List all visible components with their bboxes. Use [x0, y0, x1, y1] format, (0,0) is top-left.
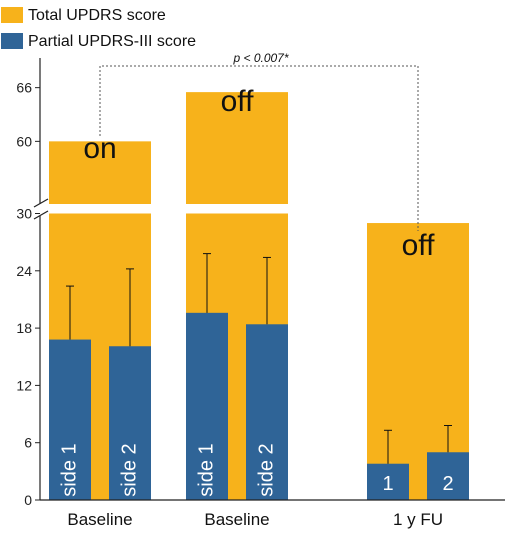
y-tick-label: 6 [24, 435, 32, 451]
total-bar-upper [186, 92, 288, 204]
partial-bar-label: side 1 [195, 443, 217, 496]
bar-group-2: off side 1 side 2 Baseline [186, 85, 288, 529]
partial-bar [109, 346, 151, 500]
y-tick-label: 66 [16, 80, 32, 96]
state-label: off [221, 85, 254, 118]
significance-annotation: p < 0.007* [99, 51, 419, 231]
legend: Total UPDRS score Partial UPDRS-III score [1, 7, 196, 50]
partial-bar-label: 1 [382, 473, 393, 495]
partial-bar [246, 324, 288, 500]
bar-group-1: on side 1 side 2 Baseline [49, 132, 151, 529]
partial-bar [49, 339, 91, 500]
partial-bar-label: side 2 [118, 443, 140, 496]
legend-swatch-total [1, 7, 23, 23]
partial-bar-label: side 1 [58, 443, 80, 496]
significance-label: p < 0.007* [232, 51, 288, 65]
y-tick-label: 0 [24, 492, 32, 508]
partial-bar [367, 463, 409, 500]
axis-break-mark [33, 198, 49, 208]
y-tick-label: 24 [16, 263, 32, 279]
axis-break-mark [33, 210, 49, 220]
bar-group-3: off 1 2 1 y FU [367, 223, 469, 529]
bars: on side 1 side 2 Baseline off side 1 side 2 Bas… [49, 85, 469, 529]
category-label: Baseline [67, 510, 132, 529]
category-label: 1 y FU [393, 510, 443, 529]
state-label: on [83, 132, 116, 165]
legend-label-partial: Partial UPDRS-III score [28, 33, 196, 50]
partial-bar-label: 2 [442, 473, 453, 495]
partial-bar-label: side 2 [255, 443, 277, 496]
partial-bar [427, 452, 469, 500]
state-label: off [402, 229, 435, 262]
partial-bar [186, 312, 228, 500]
y-tick-label: 30 [16, 206, 32, 222]
category-label: Baseline [204, 510, 269, 529]
legend-label-total: Total UPDRS score [28, 7, 166, 24]
significance-bracket [99, 65, 419, 231]
total-bar-upper [49, 141, 151, 204]
legend-swatch-partial [1, 33, 23, 49]
y-tick-label: 60 [16, 133, 32, 149]
y-tick-label: 18 [16, 320, 32, 336]
y-tick-label: 12 [16, 377, 32, 393]
